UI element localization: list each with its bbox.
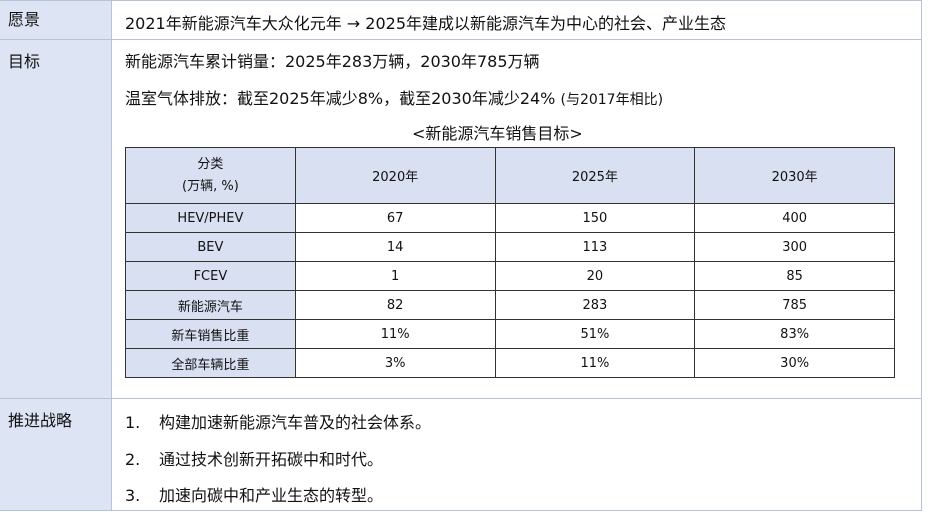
strategy-item-text: 构建加速新能源汽车普及的社会体系。 <box>159 413 432 432</box>
header-category-line1: 分类 <box>197 156 224 172</box>
table-row: 全部车辆比重 3% 11% 30% <box>125 348 895 378</box>
strategy-label-cell: 推进战略 <box>0 399 112 511</box>
vision-label: 愿景 <box>8 10 41 29</box>
table-cell: 283 <box>494 290 696 320</box>
emission-note: (与2017年相比) <box>560 92 664 108</box>
vision-text: 2021年新能源汽车大众化元年 → 2025年建成以新能源汽车为中心的社会、产业… <box>125 14 727 33</box>
row-label: FCEV <box>125 261 296 291</box>
emission-text: 温室气体排放：截至2025年减少8%，截至2030年减少24% <box>125 89 556 108</box>
row-label: HEV/PHEV <box>125 203 296 233</box>
table-cell: 113 <box>494 232 696 262</box>
goals-label-cell: 目标 <box>0 40 112 398</box>
table-cell: 30% <box>694 348 895 378</box>
strategy-item: 1. 构建加速新能源汽车普及的社会体系。 <box>125 409 431 433</box>
strategy-item: 2. 通过技术创新开拓碳中和时代。 <box>125 446 383 470</box>
table-row: FCEV 1 20 85 <box>125 261 895 291</box>
header-category-line2: (万辆, %) <box>182 178 239 194</box>
row-label: BEV <box>125 232 296 262</box>
divider <box>0 398 922 399</box>
strategy-item-text: 加速向碳中和产业生态的转型。 <box>159 486 384 505</box>
sales-target-table: 分类 (万辆, %) 2020年 2025年 2030年 HEV/PHEV 67… <box>125 147 895 378</box>
table-row: 新能源汽车 82 283 785 <box>125 290 895 320</box>
table-caption: <新能源汽车销售目标> <box>412 124 583 143</box>
strategy-item-number: 3. <box>125 486 141 505</box>
table-cell: 11% <box>494 348 696 378</box>
table-cell: 300 <box>694 232 895 262</box>
table-cell: 83% <box>694 319 895 349</box>
header-2020: 2020年 <box>294 147 496 204</box>
header-2030: 2030年 <box>694 147 895 204</box>
table-cell: 51% <box>494 319 696 349</box>
table-header-row: 分类 (万辆, %) 2020年 2025年 2030年 <box>125 147 895 204</box>
strategy-label: 推进战略 <box>8 411 73 430</box>
divider <box>0 39 922 40</box>
strategy-item-number: 1. <box>125 413 141 432</box>
strategy-item-text: 通过技术创新开拓碳中和时代。 <box>159 450 384 469</box>
table-cell: 11% <box>294 319 496 349</box>
table-cell: 400 <box>694 203 895 233</box>
strategy-item: 3. 加速向碳中和产业生态的转型。 <box>125 482 383 506</box>
vision-label-cell: 愿景 <box>0 0 112 39</box>
row-label: 新车销售比重 <box>125 319 296 349</box>
row-label: 新能源汽车 <box>125 290 296 320</box>
divider <box>0 0 922 1</box>
strategy-item-number: 2. <box>125 450 141 469</box>
table-cell: 82 <box>294 290 496 320</box>
header-category: 分类 (万辆, %) <box>125 147 296 204</box>
table-cell: 85 <box>694 261 895 291</box>
table-cell: 1 <box>294 261 496 291</box>
table-cell: 150 <box>494 203 696 233</box>
table-row: HEV/PHEV 67 150 400 <box>125 203 895 233</box>
table-cell: 67 <box>294 203 496 233</box>
table-row: BEV 14 113 300 <box>125 232 895 262</box>
goals-label: 目标 <box>8 52 41 71</box>
header-2025: 2025年 <box>494 147 696 204</box>
row-label: 全部车辆比重 <box>125 348 296 378</box>
goals-sales-line: 新能源汽车累计销量：2025年283万辆，2030年785万辆 <box>125 52 540 71</box>
table-cell: 20 <box>494 261 696 291</box>
table-cell: 14 <box>294 232 496 262</box>
table-cell: 3% <box>294 348 496 378</box>
goals-emission-line: 温室气体排放：截至2025年减少8%，截至2030年减少24% (与2017年相… <box>125 85 663 109</box>
table-cell: 785 <box>694 290 895 320</box>
table-row: 新车销售比重 11% 51% 83% <box>125 319 895 349</box>
